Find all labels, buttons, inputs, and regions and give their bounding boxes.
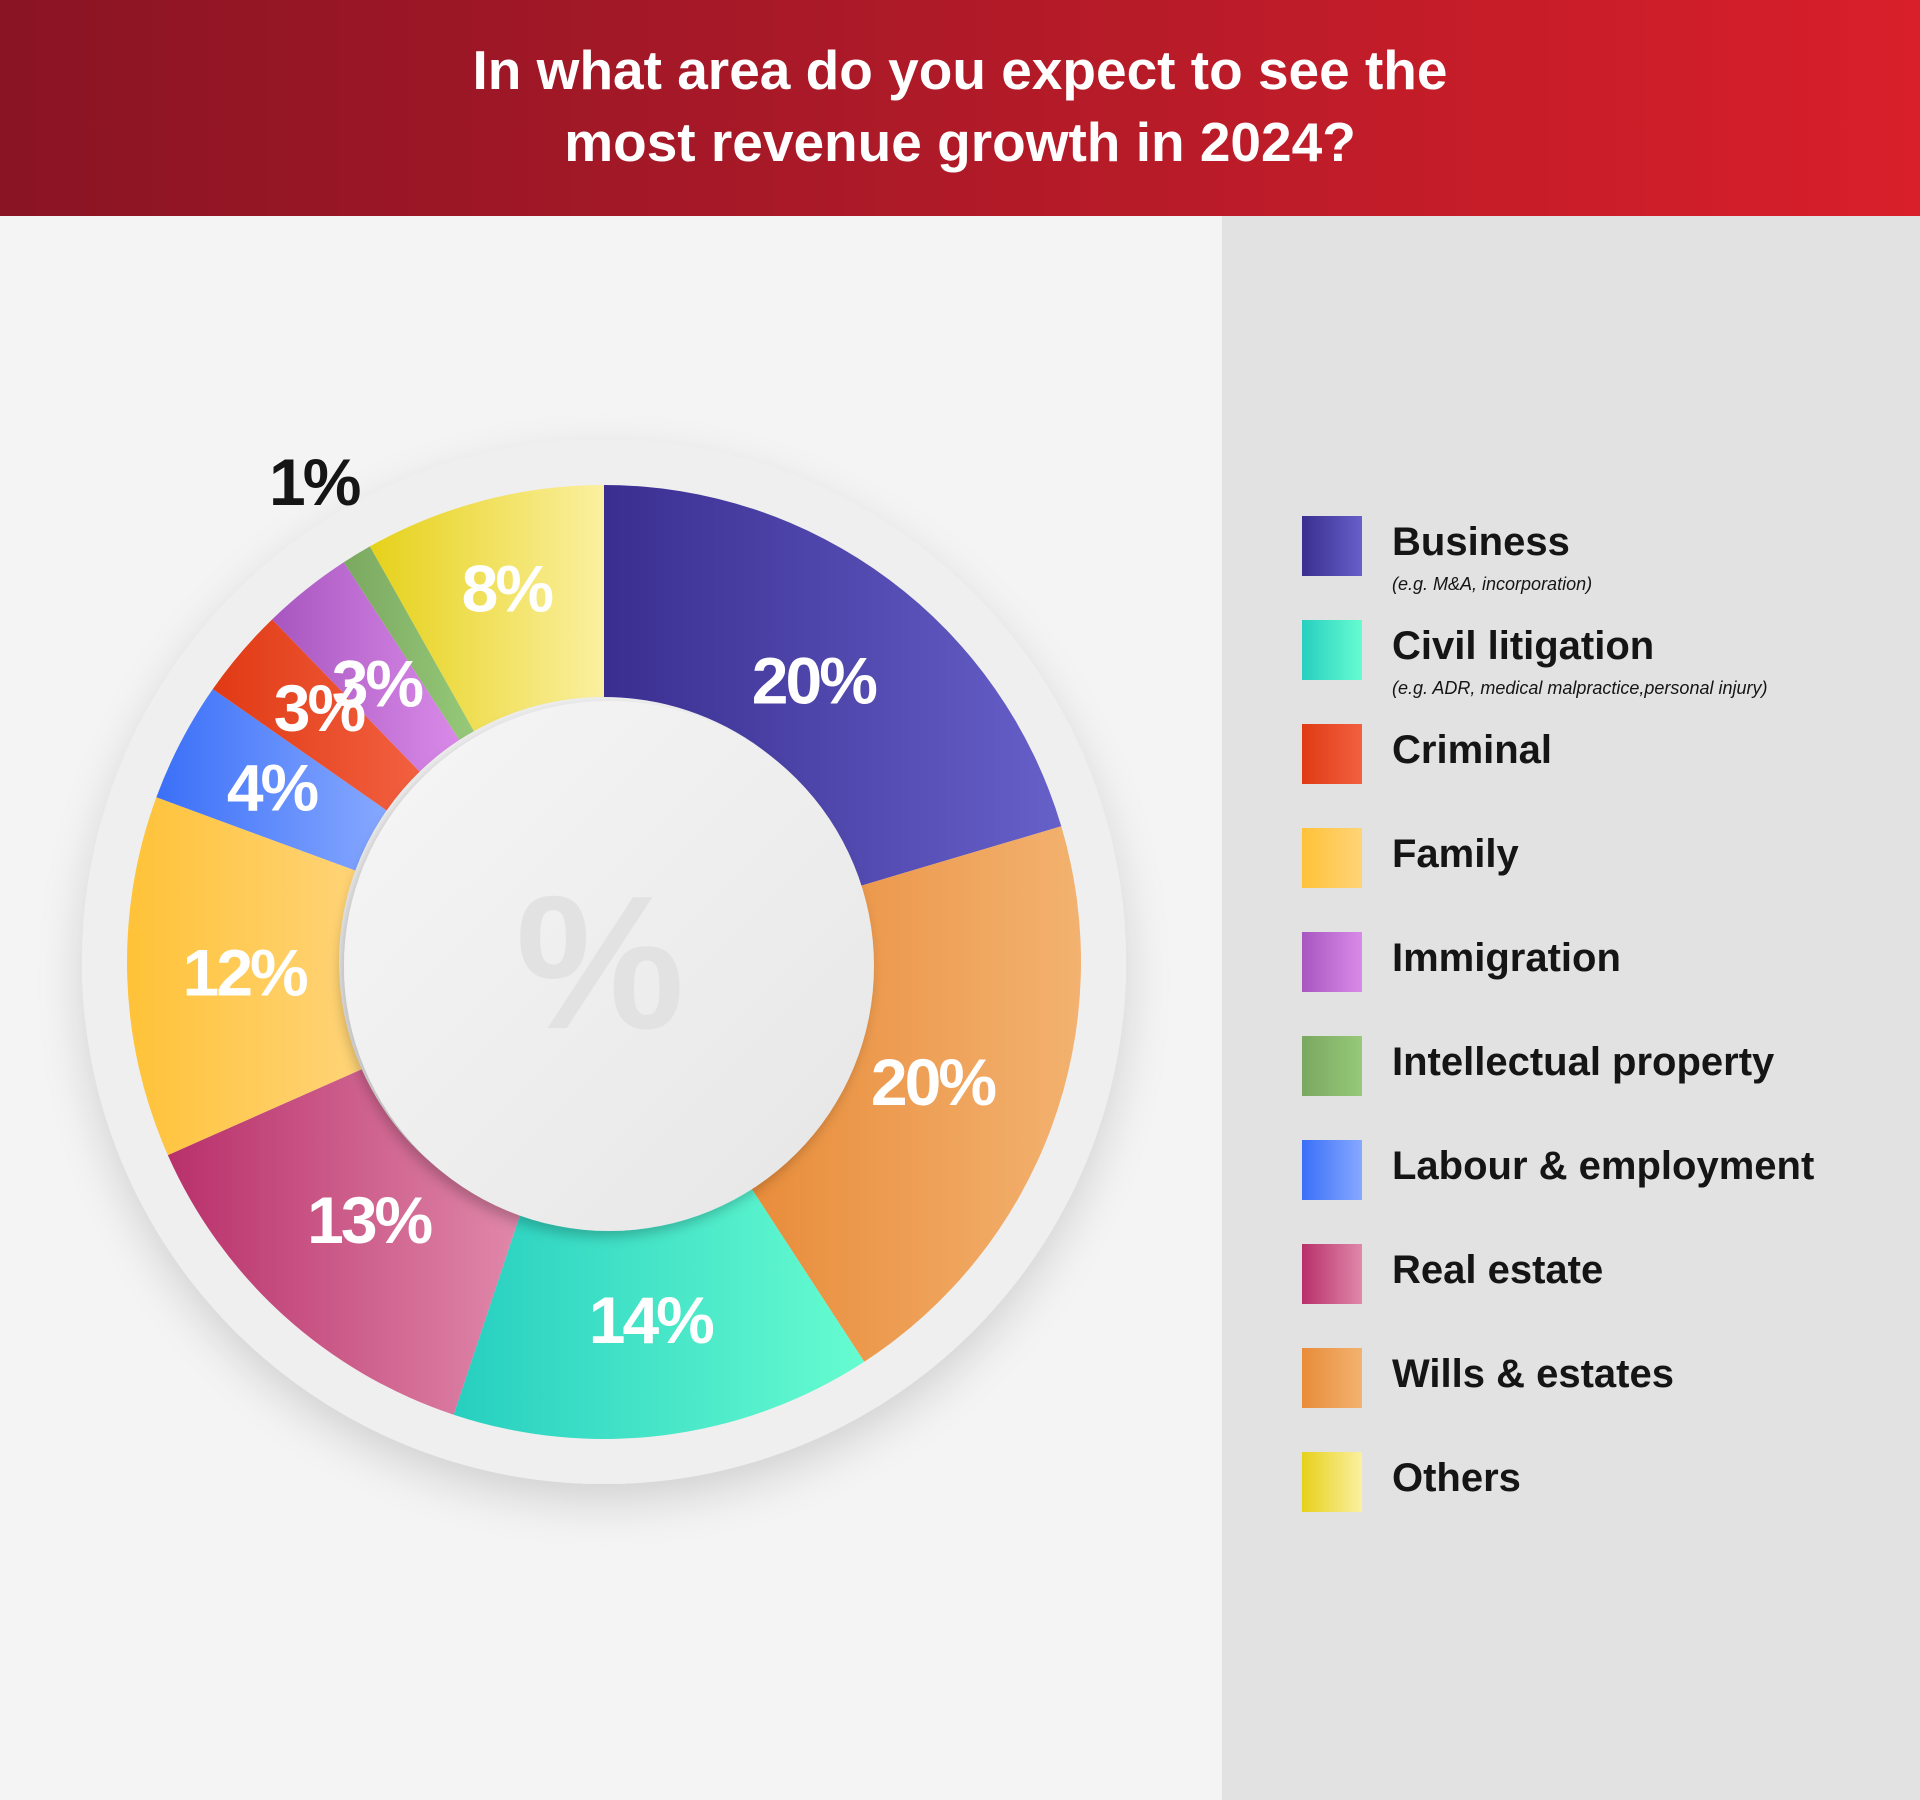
legend-label: Civil litigation: [1392, 624, 1655, 668]
legend-label: Business: [1392, 520, 1570, 564]
page-title: In what area do you expect to see the mo…: [260, 34, 1660, 178]
header-banner: In what area do you expect to see the mo…: [0, 0, 1920, 216]
legend-note: (e.g. M&A, incorporation): [1392, 574, 1593, 594]
slice-label-wills-estates: 20%: [871, 1045, 995, 1119]
legend-swatch: [1302, 620, 1362, 680]
legend-label: Real estate: [1392, 1248, 1604, 1292]
slice-immigration: [272, 562, 460, 772]
slice-label-others: 8%: [462, 552, 553, 626]
slice-wills-estates: [748, 826, 1081, 1362]
legend-swatch: [1302, 516, 1362, 576]
legend-label: Others: [1392, 1456, 1521, 1500]
legend-note: (e.g. ADR, medical malpractice,personal …: [1392, 678, 1768, 698]
slice-label-real-estate: 13%: [307, 1183, 431, 1257]
legend-swatch: [1302, 1036, 1362, 1096]
slices-group: [127, 485, 1081, 1439]
legend-label: Immigration: [1392, 936, 1621, 980]
slice-label-family: 12%: [183, 936, 307, 1010]
legend-swatch: [1302, 724, 1362, 784]
title-line-1: In what area do you expect to see the: [472, 39, 1448, 101]
slice-label-intellectual-property: 1%: [269, 445, 360, 519]
slice-labels: 20% 20% 14% 13% 12% 4%3%3% 1% 8%: [183, 445, 999, 1357]
slice-family: [127, 797, 362, 1156]
legend-swatch: [1302, 1452, 1362, 1512]
legend-label: Wills & estates: [1392, 1352, 1674, 1396]
slice-label-criminal: 3%: [274, 671, 365, 745]
legend-label: Intellectual property: [1392, 1040, 1775, 1084]
legend-swatch: [1302, 1244, 1362, 1304]
legend-label: Criminal: [1392, 728, 1553, 772]
slice-civil-litigation: [453, 1184, 865, 1439]
slice-labour-employment: [156, 689, 387, 871]
legend-swatch: [1302, 1348, 1362, 1408]
donut-chart: % 20% 20% 14% 13% 12% 4%3%3% 1% 8%: [82, 440, 1126, 1484]
legend-label: Labour & employment: [1392, 1144, 1815, 1188]
slice-label-civil-litigation: 14%: [589, 1283, 713, 1357]
slice-label-business: 20%: [752, 644, 876, 718]
legend-swatch: [1302, 1140, 1362, 1200]
legend-swatch: [1302, 932, 1362, 992]
slice-label-immigration: 3%: [332, 647, 423, 721]
title-line-2: most revenue growth in 2024?: [564, 111, 1356, 173]
legend-label: Family: [1392, 832, 1519, 876]
chart-hole: [344, 701, 874, 1231]
slice-intellectual-property: [343, 546, 474, 740]
slice-business: [604, 485, 1062, 887]
slice-real-estate: [167, 1069, 521, 1415]
slice-criminal: [212, 619, 420, 811]
legend-swatch: [1302, 828, 1362, 888]
slice-label-labour-employment: 4%: [227, 751, 318, 825]
legend: Business (e.g. M&A, incorporation) Civil l…: [1302, 0, 1902, 1800]
slice-others: [369, 485, 604, 732]
legend-panel: [1222, 216, 1920, 1800]
center-percent-symbol: %: [516, 857, 685, 1069]
